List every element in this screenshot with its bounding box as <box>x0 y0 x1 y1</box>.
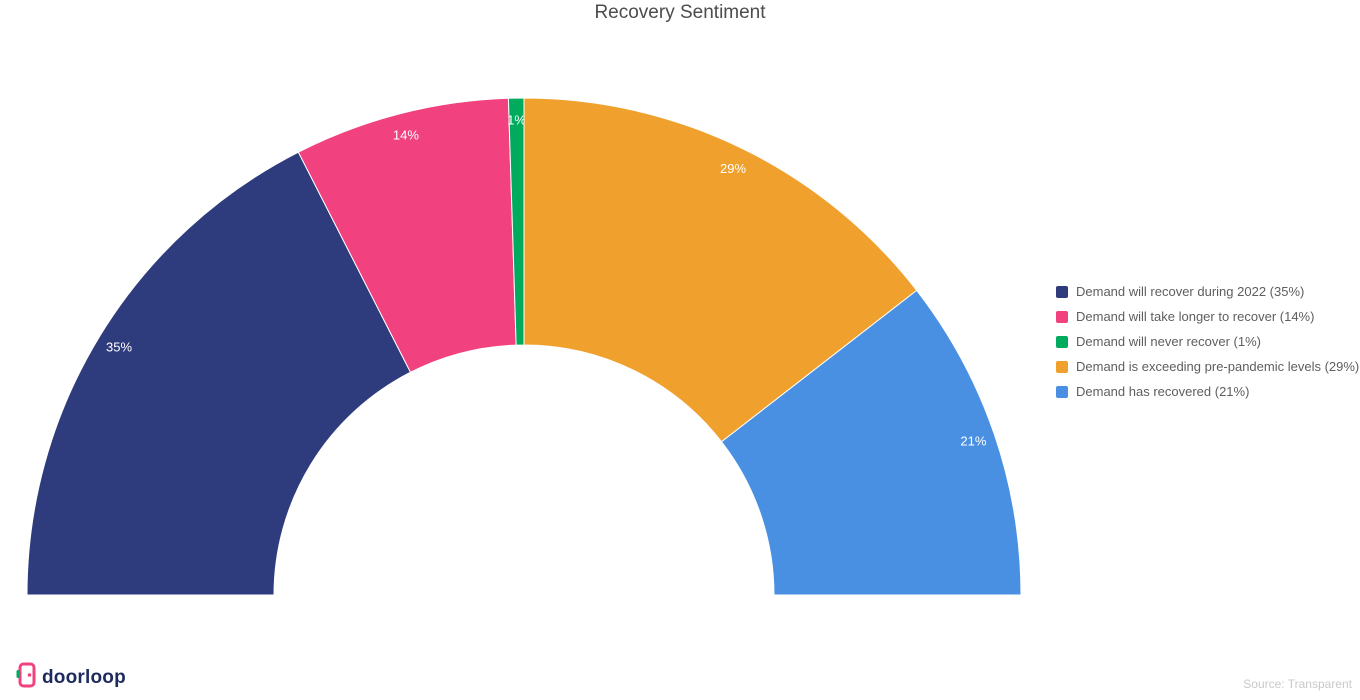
legend-item-2[interactable]: Demand will take longer to recover (14%) <box>1056 309 1359 324</box>
donut-slice-1[interactable] <box>26 151 412 596</box>
legend-swatch-icon <box>1056 385 1068 398</box>
chart-legend: Demand will recover during 2022 (35%) Dem… <box>1056 284 1359 399</box>
slice-value-label-4: 29% <box>720 161 746 176</box>
doorloop-logo-icon <box>16 662 36 693</box>
legend-swatch-icon <box>1056 310 1068 323</box>
legend-item-5[interactable]: Demand has recovered (21%) <box>1056 384 1359 399</box>
source-note: Source: Transparent <box>1243 677 1352 691</box>
legend-label: Demand has recovered (21%) <box>1076 384 1250 399</box>
legend-item-1[interactable]: Demand will recover during 2022 (35%) <box>1056 284 1359 299</box>
chart-title: Recovery Sentiment <box>594 2 766 23</box>
legend-swatch-icon <box>1056 285 1068 298</box>
legend-item-4[interactable]: Demand is exceeding pre-pandemic levels … <box>1056 359 1359 374</box>
legend-label: Demand will never recover (1%) <box>1076 334 1261 349</box>
slice-value-label-3: 1% <box>507 113 526 128</box>
slice-value-label-2: 14% <box>393 127 419 142</box>
legend-label: Demand will recover during 2022 (35%) <box>1076 284 1305 299</box>
legend-swatch-icon <box>1056 360 1068 373</box>
legend-item-3[interactable]: Demand will never recover (1%) <box>1056 334 1359 349</box>
slice-value-label-5: 21% <box>960 434 986 449</box>
slice-value-label-1: 35% <box>106 339 132 354</box>
legend-label: Demand will take longer to recover (14%) <box>1076 309 1315 324</box>
doorloop-wordmark: doorloop <box>42 666 126 688</box>
doorloop-logo: doorloop <box>16 662 126 693</box>
legend-label: Demand is exceeding pre-pandemic levels … <box>1076 359 1360 374</box>
donut-slice-5[interactable] <box>720 289 1022 596</box>
legend-swatch-icon <box>1056 335 1068 348</box>
donut-slice-4[interactable] <box>523 97 918 443</box>
